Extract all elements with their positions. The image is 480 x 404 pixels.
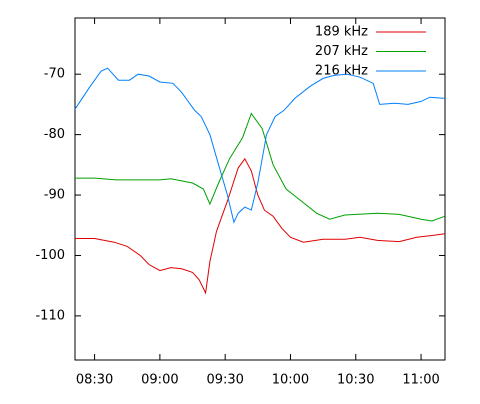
legend-label: 207 kHz: [315, 44, 368, 59]
legend-label: 189 kHz: [315, 25, 368, 40]
y-tick-label: -100: [35, 248, 65, 263]
x-tick-label: 08:30: [76, 373, 113, 388]
series-line: [75, 157, 446, 295]
y-tick-label: -80: [44, 127, 65, 142]
legend-label: 216 kHz: [315, 64, 368, 79]
y-tick-label: -70: [44, 67, 65, 82]
y-tick-label: -90: [44, 188, 65, 203]
series-line: [74, 67, 446, 224]
x-tick-label: 10:00: [272, 373, 309, 388]
series-line: [75, 112, 446, 222]
plot-frame: [74, 17, 446, 361]
x-tick-label: 09:00: [141, 373, 178, 388]
x-tick-label: 10:30: [337, 373, 374, 388]
x-tick-label: 11:00: [402, 373, 439, 388]
x-tick-label: 09:30: [206, 373, 243, 388]
y-tick-label: -110: [35, 308, 65, 323]
